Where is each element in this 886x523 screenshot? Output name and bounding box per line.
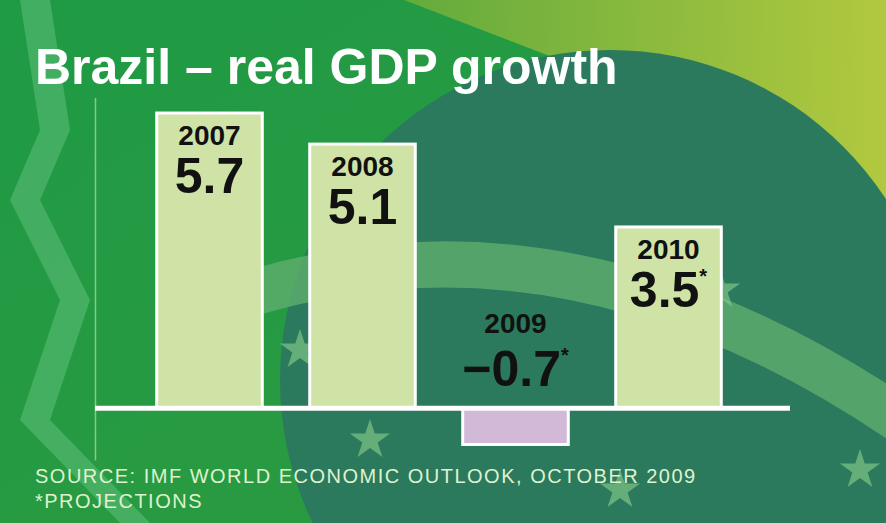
labels: 20075.720085.12009−0.7*20103.5*	[175, 120, 708, 397]
category-label: 2010	[637, 234, 699, 265]
data-label-marker: *	[699, 265, 707, 287]
data-label-marker: *	[561, 344, 569, 366]
chart: 20075.720085.12009−0.7*20103.5*Brazil – …	[0, 0, 886, 523]
data-label-number: 5.1	[328, 179, 398, 235]
category-label: 2007	[178, 120, 240, 151]
data-label-number: 3.5	[630, 262, 700, 318]
data-label: 5.7	[175, 148, 245, 204]
category-label: 2009	[484, 308, 546, 339]
bar	[157, 113, 263, 408]
bar	[310, 144, 416, 408]
category-label: 2008	[331, 151, 393, 182]
bars	[157, 113, 722, 444]
flag-star	[350, 419, 390, 457]
data-label-number: −0.7	[462, 341, 561, 397]
background	[0, 0, 886, 523]
flag-star	[840, 449, 880, 487]
data-label: 3.5*	[630, 262, 708, 318]
data-label: 5.1	[328, 179, 398, 235]
annotation: SOURCE: IMF WORLD ECONOMIC OUTLOOK, OCTO…	[35, 465, 697, 487]
bar	[616, 227, 722, 408]
annotation: *PROJECTIONS	[35, 490, 203, 512]
baseline	[95, 406, 790, 411]
bar	[463, 408, 569, 444]
data-label-number: 5.7	[175, 148, 245, 204]
title: Brazil – real GDP growth	[35, 39, 618, 95]
data-label: −0.7*	[462, 341, 569, 397]
